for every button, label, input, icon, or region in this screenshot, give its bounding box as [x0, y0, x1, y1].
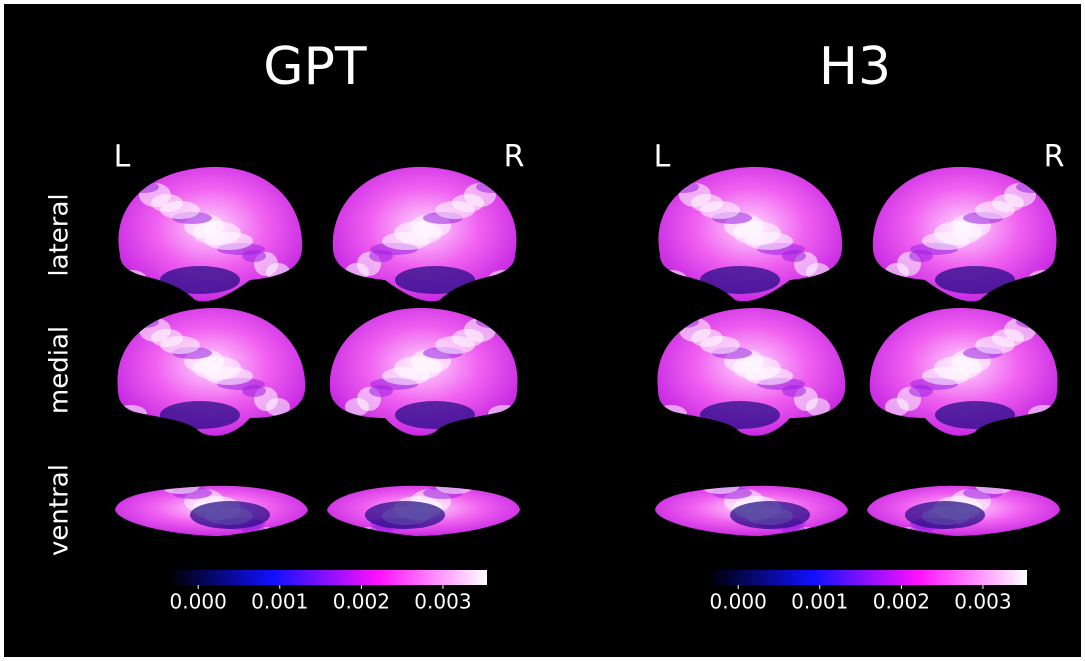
blob	[160, 201, 200, 219]
blob	[394, 221, 442, 245]
blob	[394, 356, 442, 380]
blob	[190, 501, 270, 529]
tick-label: 0.003	[954, 590, 1011, 614]
blob	[242, 385, 266, 397]
tick-label: 0.002	[333, 590, 390, 614]
hemisphere-label: R	[1044, 140, 1065, 175]
blob	[700, 201, 740, 219]
hemisphere-label: R	[504, 140, 525, 175]
hemisphere-label: L	[114, 140, 131, 175]
blob	[365, 501, 445, 529]
colorbar	[168, 570, 487, 585]
tick-label: 0.000	[170, 590, 227, 614]
view-label: medial	[45, 326, 75, 414]
view-label: lateral	[45, 193, 75, 276]
tick-label: 0.000	[710, 590, 767, 614]
blob	[160, 336, 200, 354]
tick-label: 0.001	[251, 590, 308, 614]
blob	[193, 356, 241, 380]
tick-label: 0.002	[873, 590, 930, 614]
blob	[975, 201, 1015, 219]
view-label: ventral	[45, 464, 75, 556]
blob	[934, 356, 982, 380]
blob	[733, 221, 781, 245]
tick-label: 0.001	[791, 590, 848, 614]
blob	[242, 250, 266, 262]
panel-title: GPT	[263, 37, 367, 97]
figure: GPT L Rlateral medial ventral 0.000 0.001 0.002…	[0, 0, 1085, 661]
colorbar	[708, 570, 1027, 585]
blob	[700, 336, 740, 354]
blob	[909, 250, 933, 262]
blob	[975, 336, 1015, 354]
blob	[905, 501, 985, 529]
blob	[782, 385, 806, 397]
blob	[369, 385, 393, 397]
blob	[369, 250, 393, 262]
blob	[435, 201, 475, 219]
blob	[730, 501, 810, 529]
blob	[782, 250, 806, 262]
hemisphere-label: L	[654, 140, 671, 175]
panel-title: H3	[819, 37, 891, 97]
blob	[193, 221, 241, 245]
tick-label: 0.003	[414, 590, 471, 614]
blob	[733, 356, 781, 380]
blob	[934, 221, 982, 245]
blob	[909, 385, 933, 397]
blob	[435, 336, 475, 354]
